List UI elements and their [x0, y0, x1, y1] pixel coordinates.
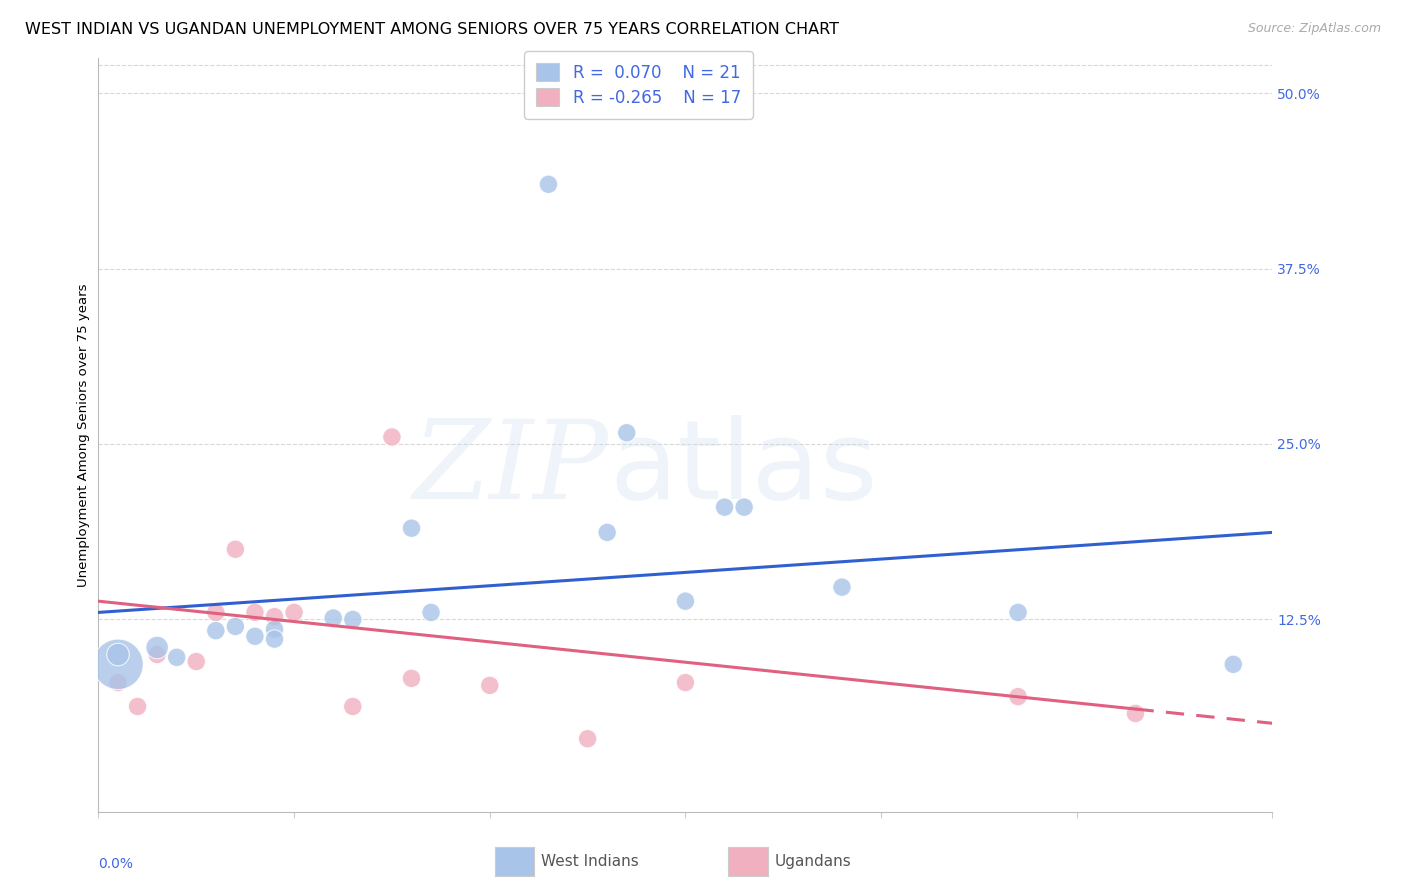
Point [616, 425, 638, 440]
Point [576, 731, 599, 746]
Point [205, 624, 228, 638]
Point [420, 606, 443, 620]
Point [263, 622, 285, 636]
Point [537, 178, 560, 192]
Point [243, 606, 266, 620]
Point [322, 611, 344, 625]
Point [1125, 706, 1147, 721]
Point [146, 640, 169, 655]
Text: atlas: atlas [609, 416, 877, 523]
Y-axis label: Unemployment Among Seniors over 75 years: Unemployment Among Seniors over 75 years [77, 283, 90, 587]
Point [401, 672, 423, 686]
Point [224, 619, 246, 633]
Point [831, 580, 853, 594]
Point [342, 699, 364, 714]
Text: Ugandans: Ugandans [775, 855, 852, 869]
Text: WEST INDIAN VS UGANDAN UNEMPLOYMENT AMONG SENIORS OVER 75 YEARS CORRELATION CHAR: WEST INDIAN VS UGANDAN UNEMPLOYMENT AMON… [25, 22, 839, 37]
Point [107, 675, 129, 690]
Legend: R =  0.070    N = 21, R = -0.265    N = 17: R = 0.070 N = 21, R = -0.265 N = 17 [524, 51, 752, 119]
Point [381, 430, 404, 444]
Point [224, 542, 246, 557]
Point [166, 650, 188, 665]
Point [733, 500, 755, 515]
Point [146, 648, 169, 662]
Point [675, 594, 697, 608]
Point [243, 629, 266, 643]
Point [283, 606, 305, 620]
Point [478, 678, 501, 692]
Point [1007, 690, 1029, 704]
Point [675, 675, 697, 690]
Point [263, 609, 285, 624]
Point [342, 612, 364, 626]
Point [401, 521, 423, 535]
Text: 0.0%: 0.0% [98, 857, 134, 871]
Point [1007, 606, 1029, 620]
Text: West Indians: West Indians [541, 855, 640, 869]
Point [205, 606, 228, 620]
Point [107, 648, 129, 662]
Text: ZIP: ZIP [413, 415, 609, 523]
Point [596, 525, 619, 540]
Point [127, 699, 149, 714]
Point [186, 655, 208, 669]
Point [263, 632, 285, 646]
Point [1222, 657, 1244, 672]
Point [107, 657, 129, 672]
Point [713, 500, 735, 515]
Text: Source: ZipAtlas.com: Source: ZipAtlas.com [1247, 22, 1381, 36]
